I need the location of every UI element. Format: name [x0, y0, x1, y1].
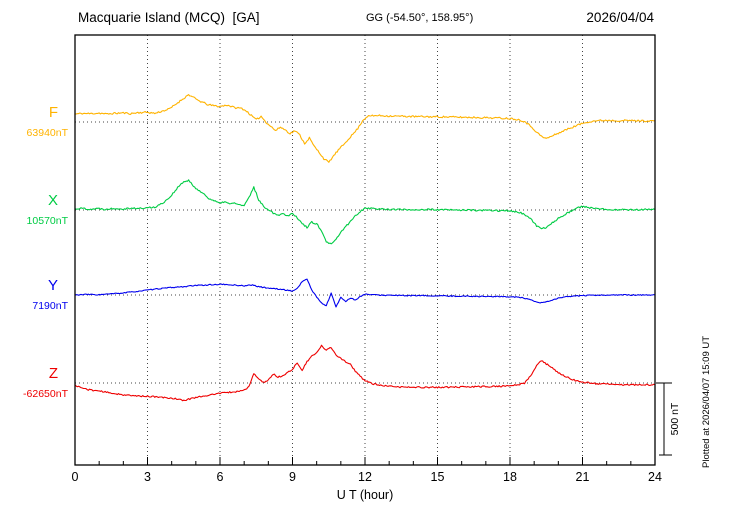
x-tick-label-15: 15	[431, 470, 445, 484]
channel-labels: F 63940nT X 10570nT Y 7190nT Z -62650nT	[23, 104, 69, 400]
channel-baselines	[75, 121, 655, 384]
x-tick-label-18: 18	[503, 470, 517, 484]
geo-coordinates: GG (-54.50°, 158.95°)	[366, 12, 473, 24]
x-axis-tick-labels: 0 3 6 9 12 15 18 21 24	[72, 470, 662, 484]
channel-label-X: X	[48, 192, 58, 209]
channel-label-F: F	[49, 104, 58, 121]
x-axis-ticks	[74, 457, 656, 465]
channel-baseline-value-Y: 7190nT	[32, 300, 68, 312]
channel-label-Y: Y	[48, 277, 58, 294]
x-tick-label-12: 12	[358, 470, 372, 484]
magnetogram-traces	[74, 94, 656, 402]
x-tick-label-21: 21	[576, 470, 590, 484]
trace-Y	[74, 278, 656, 308]
observation-date: 2026/04/04	[586, 10, 654, 25]
trace-F	[74, 94, 656, 163]
channel-baseline-value-F: 63940nT	[27, 127, 69, 139]
station-title: Macquarie Island (MCQ) [GA]	[78, 10, 260, 25]
scale-bar-label: 500 nT	[669, 402, 681, 435]
x-tick-label-6: 6	[217, 470, 224, 484]
x-tick-label-0: 0	[72, 470, 79, 484]
trace-Z	[74, 344, 656, 402]
channel-label-Z: Z	[49, 365, 58, 382]
channel-baseline-value-X: 10570nT	[27, 215, 69, 227]
scale-bar: 500 nT	[656, 382, 681, 456]
x-tick-label-3: 3	[144, 470, 151, 484]
x-axis-title: U T (hour)	[337, 488, 394, 502]
trace-X	[74, 179, 656, 245]
x-tick-label-24: 24	[648, 470, 662, 484]
channel-baseline-value-Z: -62650nT	[23, 388, 69, 400]
plotted-timestamp: Plotted at 2026/04/07 15:09 UT	[701, 336, 712, 468]
x-tick-label-9: 9	[289, 470, 296, 484]
